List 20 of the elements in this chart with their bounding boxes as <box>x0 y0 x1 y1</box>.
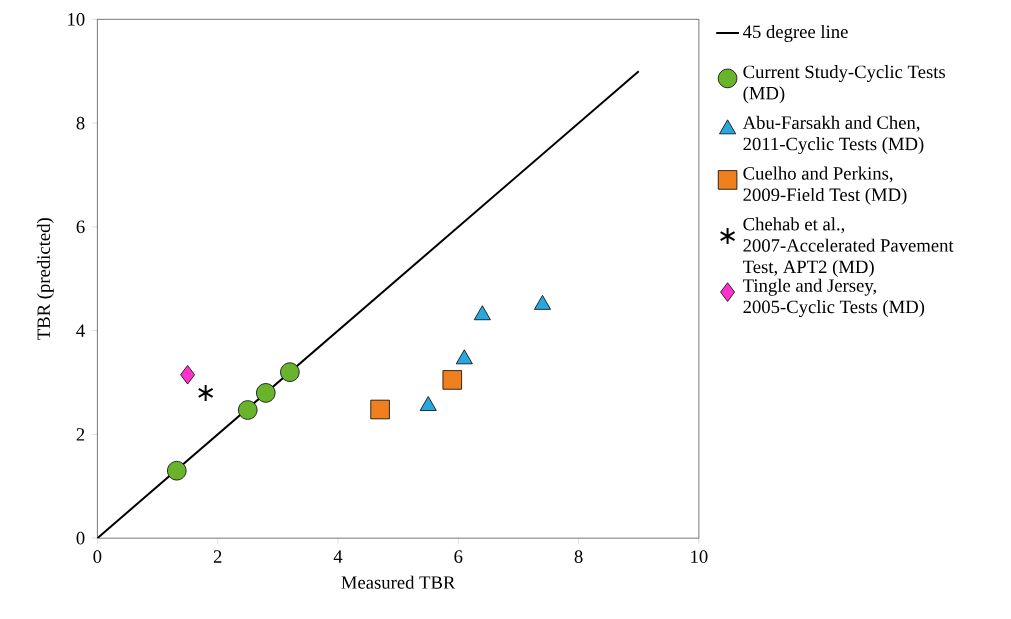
y-tick-label: 2 <box>76 428 85 441</box>
y-tick-label: 8 <box>76 116 85 130</box>
y-tick-label: 10 <box>68 13 85 26</box>
legend-label: 45 degree line <box>742 24 848 42</box>
x-tick-label: 6 <box>454 550 463 563</box>
y-tick-label: 6 <box>76 220 85 234</box>
legend-label: Abu-Farsakh and Chen, 2011-Cyclic Tests (MD) <box>742 115 924 155</box>
y-tick-label: 0 <box>76 531 85 545</box>
legend-label: Tingle and Jersey, 2005-Cyclic Tests (MD) <box>742 278 925 318</box>
y-axis-title: TBR (predicted) <box>36 218 54 340</box>
x-tick-label: 10 <box>691 550 708 564</box>
legend-label: Cuelho and Perkins, 2009-Field Test (MD) <box>743 166 907 205</box>
x-axis-title: Measured TBR <box>341 575 456 589</box>
x-tick-label: 4 <box>333 550 343 563</box>
legend-label: Current Study-Cyclic Tests (MD) <box>743 65 946 104</box>
x-tick-label: 2 <box>213 550 222 563</box>
x-tick-label: 0 <box>93 550 102 564</box>
legend-label: Chehab et al., 2007-Accelerated Pavement Test, APT2 (MD) <box>742 217 954 277</box>
x-tick-label: 8 <box>574 550 583 564</box>
y-tick-label: 4 <box>76 324 85 337</box>
